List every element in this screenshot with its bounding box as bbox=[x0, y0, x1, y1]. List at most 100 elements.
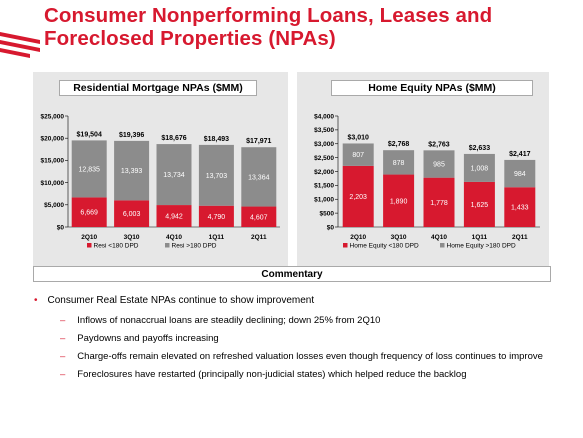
y-tick-label: $0 bbox=[57, 224, 65, 231]
x-tick-label: 2Q11 bbox=[512, 234, 528, 241]
bar-segment-label: 2,203 bbox=[349, 194, 367, 201]
bar-segment-label: 13,364 bbox=[248, 174, 270, 181]
dash-icon: – bbox=[60, 333, 66, 344]
bar-total-label: $2,768 bbox=[388, 141, 410, 148]
bar-segment-label: 6,003 bbox=[123, 211, 141, 218]
commentary-sub-text: Paydowns and payoffs increasing bbox=[77, 333, 219, 344]
commentary-sub-item: – Inflows of nonaccrual loans are steadil… bbox=[60, 315, 380, 326]
legend-swatch bbox=[87, 243, 92, 248]
bar-segment bbox=[71, 197, 107, 227]
commentary-bullet-text: Consumer Real Estate NPAs continue to sh… bbox=[47, 295, 315, 306]
y-tick-label: $2,000 bbox=[314, 169, 334, 176]
bar-segment-label: 12,835 bbox=[78, 166, 100, 173]
y-tick-label: $2,500 bbox=[314, 155, 334, 162]
bar-segment-label: 1,778 bbox=[430, 200, 448, 207]
bar-total-label: $18,676 bbox=[161, 135, 186, 142]
y-tick-label: $3,000 bbox=[314, 141, 334, 148]
bar-segment-label: 1,625 bbox=[471, 202, 489, 209]
bar-segment bbox=[423, 177, 455, 227]
chart-title-residential: Residential Mortgage NPAs ($MM) bbox=[59, 80, 257, 96]
bar-segment bbox=[423, 150, 455, 178]
bar-total-label: $2,417 bbox=[509, 151, 531, 158]
y-tick-label: $10,000 bbox=[41, 180, 65, 187]
commentary-panel bbox=[33, 283, 581, 426]
x-tick-label: 2Q10 bbox=[81, 234, 97, 241]
bar-segment bbox=[114, 140, 150, 201]
bar-segment bbox=[71, 140, 107, 198]
y-tick-label: $1,000 bbox=[314, 197, 334, 204]
legend-label: Resi <180 DPD bbox=[94, 243, 139, 250]
legend-label: Home Equity <180 DPD bbox=[350, 243, 419, 250]
dash-icon: – bbox=[60, 315, 66, 326]
bar-total-label: $3,010 bbox=[347, 134, 369, 141]
bar-segment-label: 4,607 bbox=[250, 214, 268, 221]
bar-segment-label: 13,703 bbox=[206, 173, 228, 180]
bar-segment-label: 1,890 bbox=[390, 198, 408, 205]
commentary-sub-text: Inflows of nonaccrual loans are steadily… bbox=[77, 315, 381, 326]
x-tick-label: 3Q10 bbox=[391, 234, 407, 241]
bar-segment-label: 6,669 bbox=[80, 210, 98, 217]
bar-segment-label: 878 bbox=[393, 160, 405, 167]
bar-segment bbox=[198, 205, 234, 227]
legend-label: Home Equity >180 DPD bbox=[447, 243, 516, 250]
bar-segment bbox=[383, 174, 415, 227]
x-tick-label: 2Q11 bbox=[251, 234, 267, 241]
chart-title-home-equity: Home Equity NPAs ($MM) bbox=[331, 80, 533, 96]
bar-segment bbox=[504, 159, 536, 188]
bar-segment-label: 984 bbox=[514, 171, 526, 178]
y-tick-label: $1,500 bbox=[314, 183, 334, 190]
slide-title-line-2: Foreclosed Properties (NPAs) bbox=[44, 27, 336, 50]
bar-segment-label: 4,942 bbox=[165, 214, 183, 221]
bar-segment-label: 1,008 bbox=[471, 165, 489, 172]
bar-segment bbox=[463, 153, 495, 182]
bar-segment bbox=[156, 205, 192, 227]
bar-segment bbox=[241, 206, 277, 227]
y-tick-label: $25,000 bbox=[41, 113, 65, 120]
bar-segment bbox=[463, 181, 495, 227]
commentary-sub-item: – Paydowns and payoffs increasing bbox=[60, 333, 219, 344]
commentary-sub-item: – Charge-offs remain elevated on refreshe… bbox=[60, 351, 543, 362]
slide-title-line-1: Consumer Nonperforming Loans, Leases and bbox=[44, 4, 493, 27]
bar-segment bbox=[342, 165, 374, 227]
y-tick-label: $20,000 bbox=[41, 136, 65, 143]
dash-icon: – bbox=[60, 369, 66, 380]
bar-segment-label: 13,393 bbox=[121, 168, 143, 175]
x-tick-label: 2Q10 bbox=[350, 234, 366, 241]
bar-total-label: $19,396 bbox=[119, 132, 144, 139]
bar-segment-label: 1,433 bbox=[511, 205, 529, 212]
slide-title: Consumer Nonperforming Loans, Leases and… bbox=[44, 4, 574, 50]
legend-label: Resi >180 DPD bbox=[172, 243, 217, 250]
bar-total-label: $17,971 bbox=[246, 138, 271, 145]
commentary-bullet: • Consumer Real Estate NPAs continue to s… bbox=[34, 295, 314, 306]
bar-total-label: $2,763 bbox=[428, 141, 450, 148]
bar-segment bbox=[241, 147, 277, 207]
y-tick-label: $500 bbox=[320, 210, 335, 217]
x-tick-label: 4Q10 bbox=[431, 234, 447, 241]
dash-icon: – bbox=[60, 351, 66, 362]
bar-segment-label: 985 bbox=[433, 161, 445, 168]
bar-segment bbox=[383, 150, 415, 175]
x-tick-label: 1Q11 bbox=[472, 234, 488, 241]
commentary-sub-text: Charge-offs remain elevated on refreshed… bbox=[77, 351, 543, 362]
bar-segment bbox=[342, 143, 374, 166]
commentary-title: Commentary bbox=[33, 266, 551, 282]
legend-swatch bbox=[440, 243, 445, 248]
bar-segment-label: 13,734 bbox=[163, 172, 185, 179]
y-tick-label: $15,000 bbox=[41, 158, 65, 165]
bar-total-label: $2,633 bbox=[469, 145, 491, 152]
legend-swatch bbox=[343, 243, 348, 248]
bar-total-label: $19,504 bbox=[77, 131, 102, 138]
x-tick-label: 1Q11 bbox=[209, 234, 225, 241]
x-tick-label: 3Q10 bbox=[124, 234, 140, 241]
brand-logo-icon bbox=[0, 32, 40, 58]
commentary-sub-item: – Foreclosures have restarted (principall… bbox=[60, 369, 466, 380]
bar-total-label: $18,493 bbox=[204, 136, 229, 143]
commentary-sub-text: Foreclosures have restarted (principally… bbox=[77, 369, 467, 380]
legend-swatch bbox=[165, 243, 170, 248]
bar-segment bbox=[114, 200, 150, 227]
bar-segment bbox=[198, 144, 234, 206]
y-tick-label: $0 bbox=[327, 224, 335, 231]
bar-segment bbox=[156, 144, 192, 206]
